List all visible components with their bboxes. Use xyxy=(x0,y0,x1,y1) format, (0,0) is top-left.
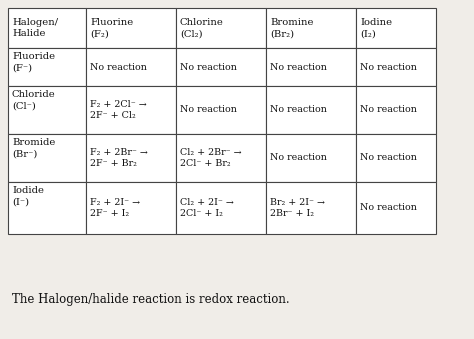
Bar xyxy=(8,182,86,234)
Text: No reaction: No reaction xyxy=(360,203,417,213)
Text: No reaction: No reaction xyxy=(270,62,327,72)
Bar xyxy=(266,134,356,182)
Text: Iodide
(I⁻): Iodide (I⁻) xyxy=(12,186,44,206)
Text: No reaction: No reaction xyxy=(270,105,327,115)
Text: Chloride
(Cl⁻): Chloride (Cl⁻) xyxy=(12,90,56,111)
Bar xyxy=(266,86,356,134)
Bar xyxy=(8,134,86,182)
Bar xyxy=(86,48,176,86)
Text: Iodine
(I₂): Iodine (I₂) xyxy=(360,18,392,38)
Bar xyxy=(356,86,436,134)
Bar xyxy=(266,48,356,86)
Text: Halogen/
Halide: Halogen/ Halide xyxy=(12,18,58,38)
Text: Fluorine
(F₂): Fluorine (F₂) xyxy=(90,18,133,38)
Text: No reaction: No reaction xyxy=(90,62,147,72)
Text: Bromide
(Br⁻): Bromide (Br⁻) xyxy=(12,138,55,158)
Bar xyxy=(356,182,436,234)
Text: The Halogen/halide reaction is redox reaction.: The Halogen/halide reaction is redox rea… xyxy=(12,293,290,306)
Bar xyxy=(86,134,176,182)
Bar xyxy=(356,134,436,182)
Bar xyxy=(176,182,266,234)
Bar xyxy=(86,182,176,234)
Text: Chlorine
(Cl₂): Chlorine (Cl₂) xyxy=(180,18,224,38)
Bar xyxy=(266,8,356,48)
Text: Cl₂ + 2Br⁻ →
2Cl⁻ + Br₂: Cl₂ + 2Br⁻ → 2Cl⁻ + Br₂ xyxy=(180,148,242,168)
Text: No reaction: No reaction xyxy=(180,62,237,72)
Bar xyxy=(86,8,176,48)
Text: No reaction: No reaction xyxy=(360,62,417,72)
Bar xyxy=(356,8,436,48)
Bar xyxy=(266,182,356,234)
Text: Br₂ + 2I⁻ →
2Br⁻ + I₂: Br₂ + 2I⁻ → 2Br⁻ + I₂ xyxy=(270,198,325,218)
Text: No reaction: No reaction xyxy=(180,105,237,115)
Text: Cl₂ + 2I⁻ →
2Cl⁻ + I₂: Cl₂ + 2I⁻ → 2Cl⁻ + I₂ xyxy=(180,198,234,218)
Bar xyxy=(176,134,266,182)
Text: No reaction: No reaction xyxy=(360,105,417,115)
Text: F₂ + 2Cl⁻ →
2F⁻ + Cl₂: F₂ + 2Cl⁻ → 2F⁻ + Cl₂ xyxy=(90,100,147,120)
Bar xyxy=(8,48,86,86)
Text: No reaction: No reaction xyxy=(360,154,417,162)
Text: F₂ + 2I⁻ →
2F⁻ + I₂: F₂ + 2I⁻ → 2F⁻ + I₂ xyxy=(90,198,140,218)
Text: Bromine
(Br₂): Bromine (Br₂) xyxy=(270,18,313,38)
Text: F₂ + 2Br⁻ →
2F⁻ + Br₂: F₂ + 2Br⁻ → 2F⁻ + Br₂ xyxy=(90,148,148,168)
Bar xyxy=(8,86,86,134)
Bar xyxy=(176,8,266,48)
Text: Fluoride
(F⁻): Fluoride (F⁻) xyxy=(12,52,55,73)
Bar xyxy=(176,48,266,86)
Bar xyxy=(86,86,176,134)
Bar xyxy=(356,48,436,86)
Bar xyxy=(8,8,86,48)
Bar xyxy=(176,86,266,134)
Text: No reaction: No reaction xyxy=(270,154,327,162)
